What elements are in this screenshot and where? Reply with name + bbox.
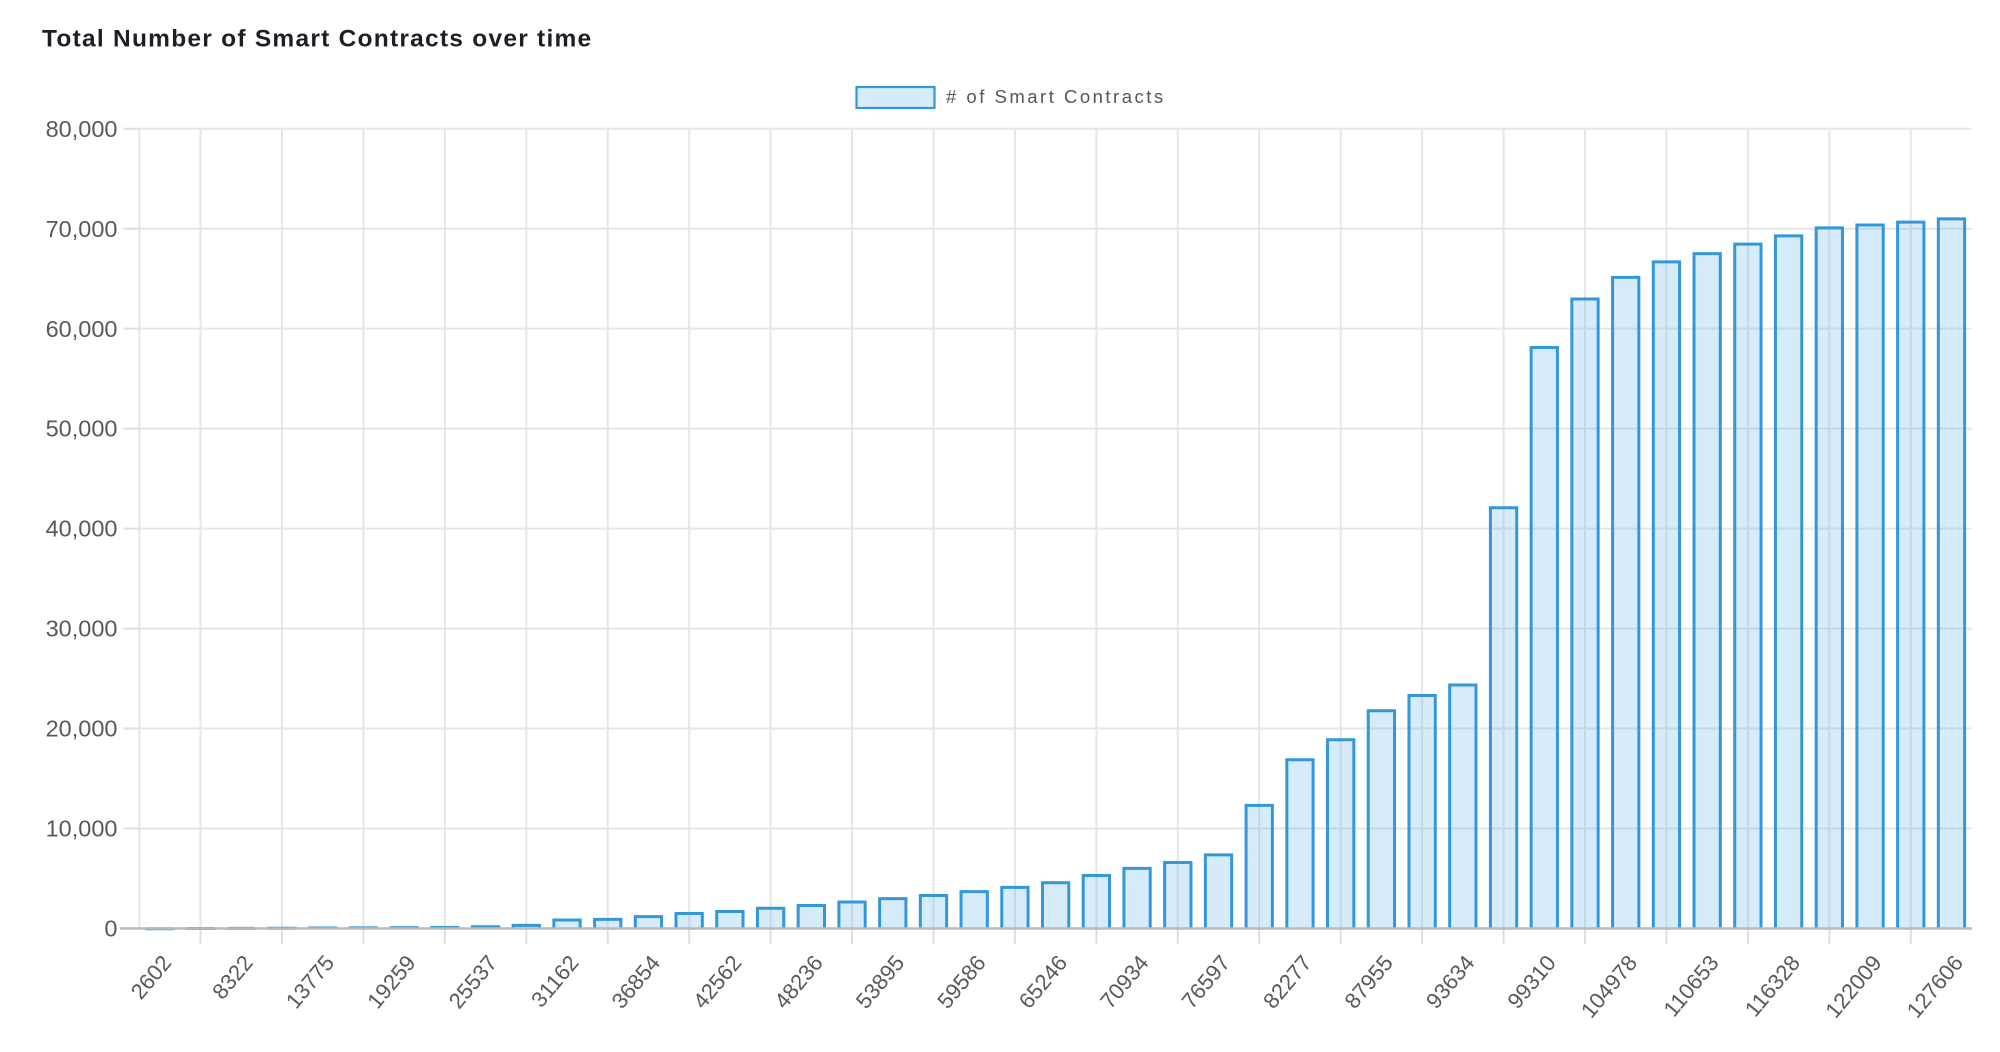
svg-text:40,000: 40,000 bbox=[46, 516, 118, 542]
svg-text:60,000: 60,000 bbox=[46, 316, 118, 342]
svg-text:Total Number of Smart Contract: Total Number of Smart Contracts over tim… bbox=[42, 26, 592, 53]
svg-text:0: 0 bbox=[104, 916, 117, 942]
svg-text:50,000: 50,000 bbox=[46, 416, 118, 442]
svg-text:70,000: 70,000 bbox=[46, 216, 118, 242]
svg-text:80,000: 80,000 bbox=[46, 116, 118, 142]
svg-text:20,000: 20,000 bbox=[46, 716, 118, 742]
svg-text:# of Smart Contracts: # of Smart Contracts bbox=[946, 86, 1166, 107]
svg-text:10,000: 10,000 bbox=[46, 816, 118, 842]
svg-text:30,000: 30,000 bbox=[46, 616, 118, 642]
